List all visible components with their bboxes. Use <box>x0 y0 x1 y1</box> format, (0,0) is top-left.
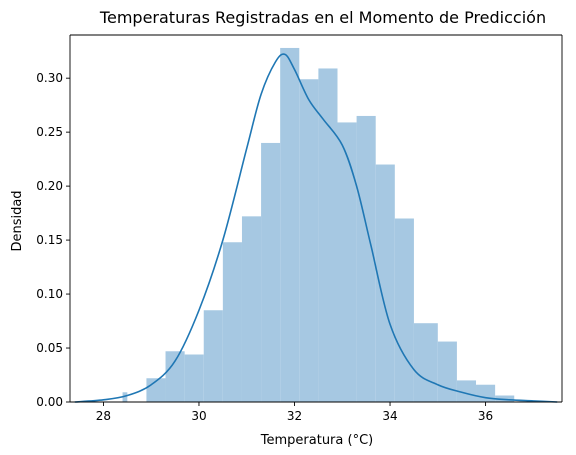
x-tick-label: 28 <box>96 409 111 423</box>
axes <box>69 34 563 403</box>
histogram-bar <box>222 242 242 402</box>
x-tick-label: 34 <box>382 409 397 423</box>
y-tick-label: 0.10 <box>36 287 63 301</box>
kde-line <box>74 53 558 403</box>
histogram-bar <box>241 216 262 402</box>
x-tick-label: 30 <box>191 409 206 423</box>
kde-curve-group <box>74 53 558 403</box>
x-axis-label: Temperatura (°C) <box>260 433 373 448</box>
histogram-bar <box>437 341 457 402</box>
histogram-bar <box>375 164 395 402</box>
chart-title: Temperaturas Registradas en el Momento d… <box>99 8 546 27</box>
y-tick-label: 0.15 <box>36 233 63 247</box>
x-tick-label: 32 <box>287 409 302 423</box>
histogram-bar <box>203 310 223 402</box>
histogram-bar <box>456 380 477 402</box>
histogram-bar <box>122 392 128 402</box>
histogram-bar <box>184 354 204 402</box>
y-tick-label: 0.20 <box>36 179 63 193</box>
y-tick-label: 0.00 <box>36 395 63 409</box>
histogram-bar <box>299 79 319 402</box>
histogram-bars <box>122 47 515 403</box>
histogram-bar <box>165 351 185 402</box>
y-tick-label: 0.25 <box>36 125 63 139</box>
histogram-bar <box>394 218 414 402</box>
y-axis-label: Densidad <box>10 190 25 251</box>
x-tick-label: 36 <box>478 409 493 423</box>
histogram-bar <box>413 323 438 402</box>
histogram-bar <box>318 68 338 402</box>
histogram-bar <box>476 384 496 402</box>
histogram-bar <box>356 115 376 403</box>
histogram-bar <box>337 122 357 403</box>
histogram-bar <box>280 47 300 402</box>
y-tick-label: 0.05 <box>36 341 63 355</box>
ticks: 28 30 32 34 36 0.00 0.05 0.10 0.15 0.20 0.25 0.30 <box>36 71 493 423</box>
histogram-bar <box>261 142 281 403</box>
y-tick-label: 0.30 <box>36 71 63 85</box>
